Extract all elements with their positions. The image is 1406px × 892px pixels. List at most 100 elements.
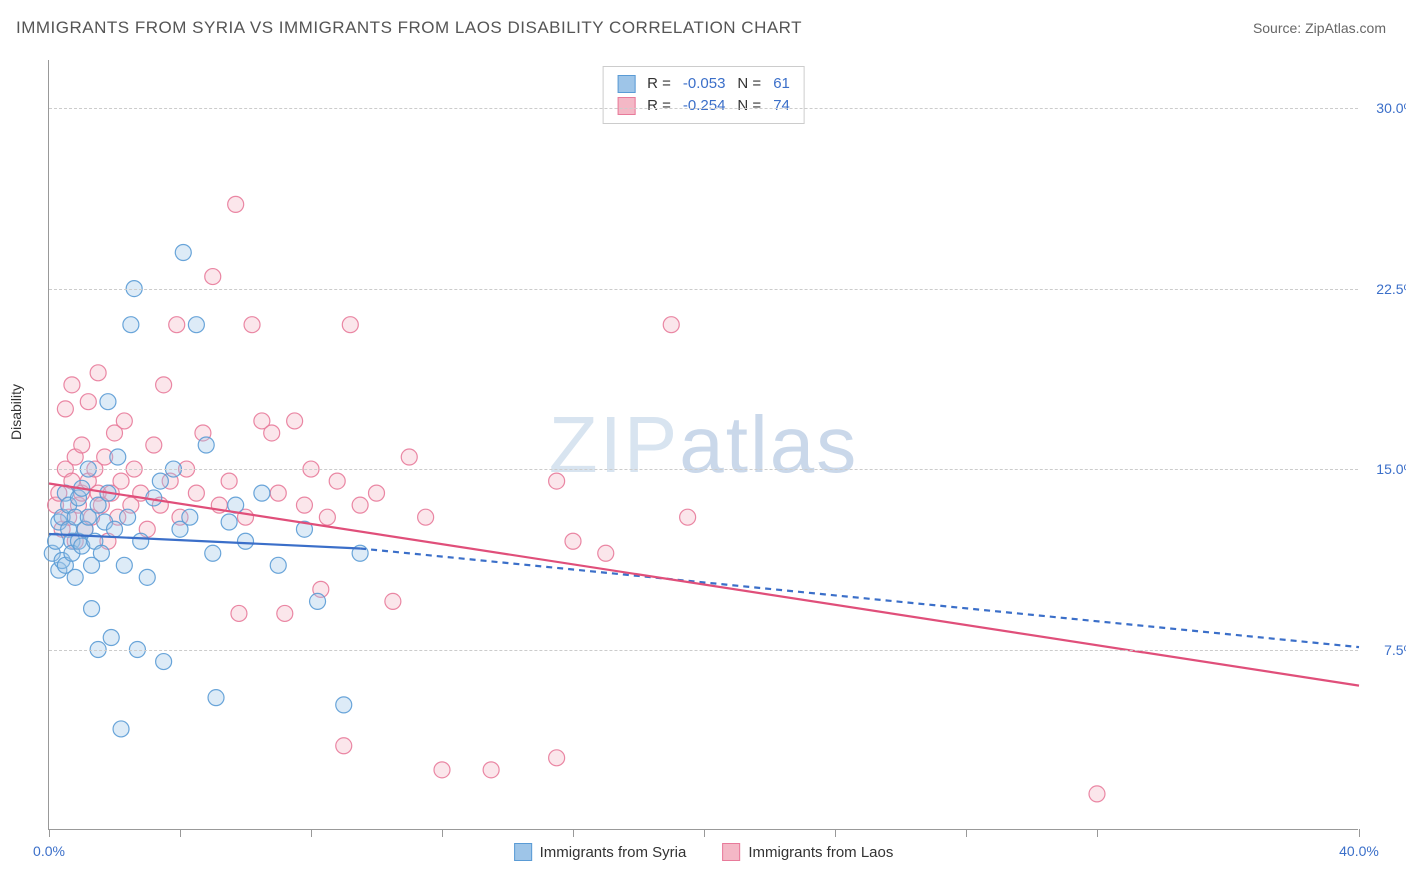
x-tick — [180, 829, 181, 837]
data-point — [549, 750, 565, 766]
data-point — [277, 605, 293, 621]
data-point — [228, 196, 244, 212]
y-tick-label: 22.5% — [1376, 281, 1406, 297]
data-point — [100, 394, 116, 410]
data-point — [146, 437, 162, 453]
gridline — [49, 289, 1358, 290]
source-attribution: Source: ZipAtlas.com — [1253, 20, 1386, 36]
data-point — [107, 521, 123, 537]
data-point — [116, 413, 132, 429]
data-point — [549, 473, 565, 489]
data-point — [67, 569, 83, 585]
data-point — [336, 697, 352, 713]
y-tick-label: 15.0% — [1376, 461, 1406, 477]
data-point — [385, 593, 401, 609]
data-point — [64, 377, 80, 393]
x-tick-label: 40.0% — [1339, 843, 1379, 859]
data-point — [598, 545, 614, 561]
data-point — [329, 473, 345, 489]
data-point — [113, 721, 129, 737]
data-point — [310, 593, 326, 609]
x-tick — [1097, 829, 1098, 837]
data-point — [483, 762, 499, 778]
data-point — [680, 509, 696, 525]
data-point — [238, 533, 254, 549]
data-point — [205, 269, 221, 285]
data-point — [296, 497, 312, 513]
x-tick — [704, 829, 705, 837]
y-tick-label: 30.0% — [1376, 100, 1406, 116]
legend-label-syria: Immigrants from Syria — [540, 844, 687, 861]
data-point — [120, 509, 136, 525]
data-point — [336, 738, 352, 754]
data-point — [565, 533, 581, 549]
x-tick — [573, 829, 574, 837]
data-point — [231, 605, 247, 621]
data-point — [123, 317, 139, 333]
data-point — [369, 485, 385, 501]
legend-item-laos: Immigrants from Laos — [722, 843, 893, 861]
data-point — [74, 437, 90, 453]
data-point — [116, 557, 132, 573]
data-point — [244, 317, 260, 333]
x-tick — [442, 829, 443, 837]
data-point — [90, 365, 106, 381]
swatch-laos — [722, 843, 740, 861]
gridline — [49, 108, 1358, 109]
data-point — [264, 425, 280, 441]
data-point — [254, 485, 270, 501]
x-tick — [1359, 829, 1360, 837]
x-tick — [966, 829, 967, 837]
x-tick — [835, 829, 836, 837]
regression-line — [360, 548, 1359, 647]
swatch-syria — [514, 843, 532, 861]
regression-line — [49, 484, 1359, 686]
data-point — [169, 317, 185, 333]
scatter-svg — [49, 60, 1358, 829]
data-point — [221, 473, 237, 489]
chart-plot-area: ZIPatlas R = -0.053 N = 61 R = -0.254 N … — [48, 60, 1358, 830]
data-point — [182, 509, 198, 525]
x-tick — [311, 829, 312, 837]
data-point — [156, 377, 172, 393]
gridline — [49, 650, 1358, 651]
series-legend: Immigrants from Syria Immigrants from La… — [514, 843, 894, 861]
legend-label-laos: Immigrants from Laos — [748, 844, 893, 861]
data-point — [84, 601, 100, 617]
data-point — [198, 437, 214, 453]
data-point — [352, 497, 368, 513]
data-point — [156, 654, 172, 670]
data-point — [80, 394, 96, 410]
data-point — [434, 762, 450, 778]
data-point — [205, 545, 221, 561]
data-point — [221, 514, 237, 530]
data-point — [93, 545, 109, 561]
data-point — [287, 413, 303, 429]
data-point — [188, 485, 204, 501]
data-point — [208, 690, 224, 706]
data-point — [270, 557, 286, 573]
data-point — [103, 630, 119, 646]
data-point — [175, 245, 191, 261]
x-tick — [49, 829, 50, 837]
data-point — [663, 317, 679, 333]
y-tick-label: 7.5% — [1384, 642, 1406, 658]
data-point — [188, 317, 204, 333]
data-point — [110, 449, 126, 465]
data-point — [319, 509, 335, 525]
data-point — [1089, 786, 1105, 802]
legend-item-syria: Immigrants from Syria — [514, 843, 687, 861]
x-tick-label: 0.0% — [33, 843, 65, 859]
data-point — [139, 569, 155, 585]
data-point — [270, 485, 286, 501]
data-point — [152, 473, 168, 489]
gridline — [49, 469, 1358, 470]
data-point — [342, 317, 358, 333]
y-axis-label: Disability — [8, 384, 24, 440]
data-point — [401, 449, 417, 465]
data-point — [113, 473, 129, 489]
data-point — [133, 533, 149, 549]
data-point — [57, 401, 73, 417]
data-point — [418, 509, 434, 525]
chart-title: IMMIGRANTS FROM SYRIA VS IMMIGRANTS FROM… — [16, 18, 802, 38]
